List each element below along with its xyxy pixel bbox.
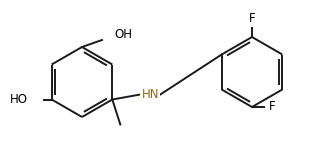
Text: F: F xyxy=(269,100,275,113)
Text: OH: OH xyxy=(114,29,132,42)
Text: HN: HN xyxy=(142,88,159,101)
Text: HO: HO xyxy=(10,93,28,106)
Text: F: F xyxy=(249,13,255,26)
